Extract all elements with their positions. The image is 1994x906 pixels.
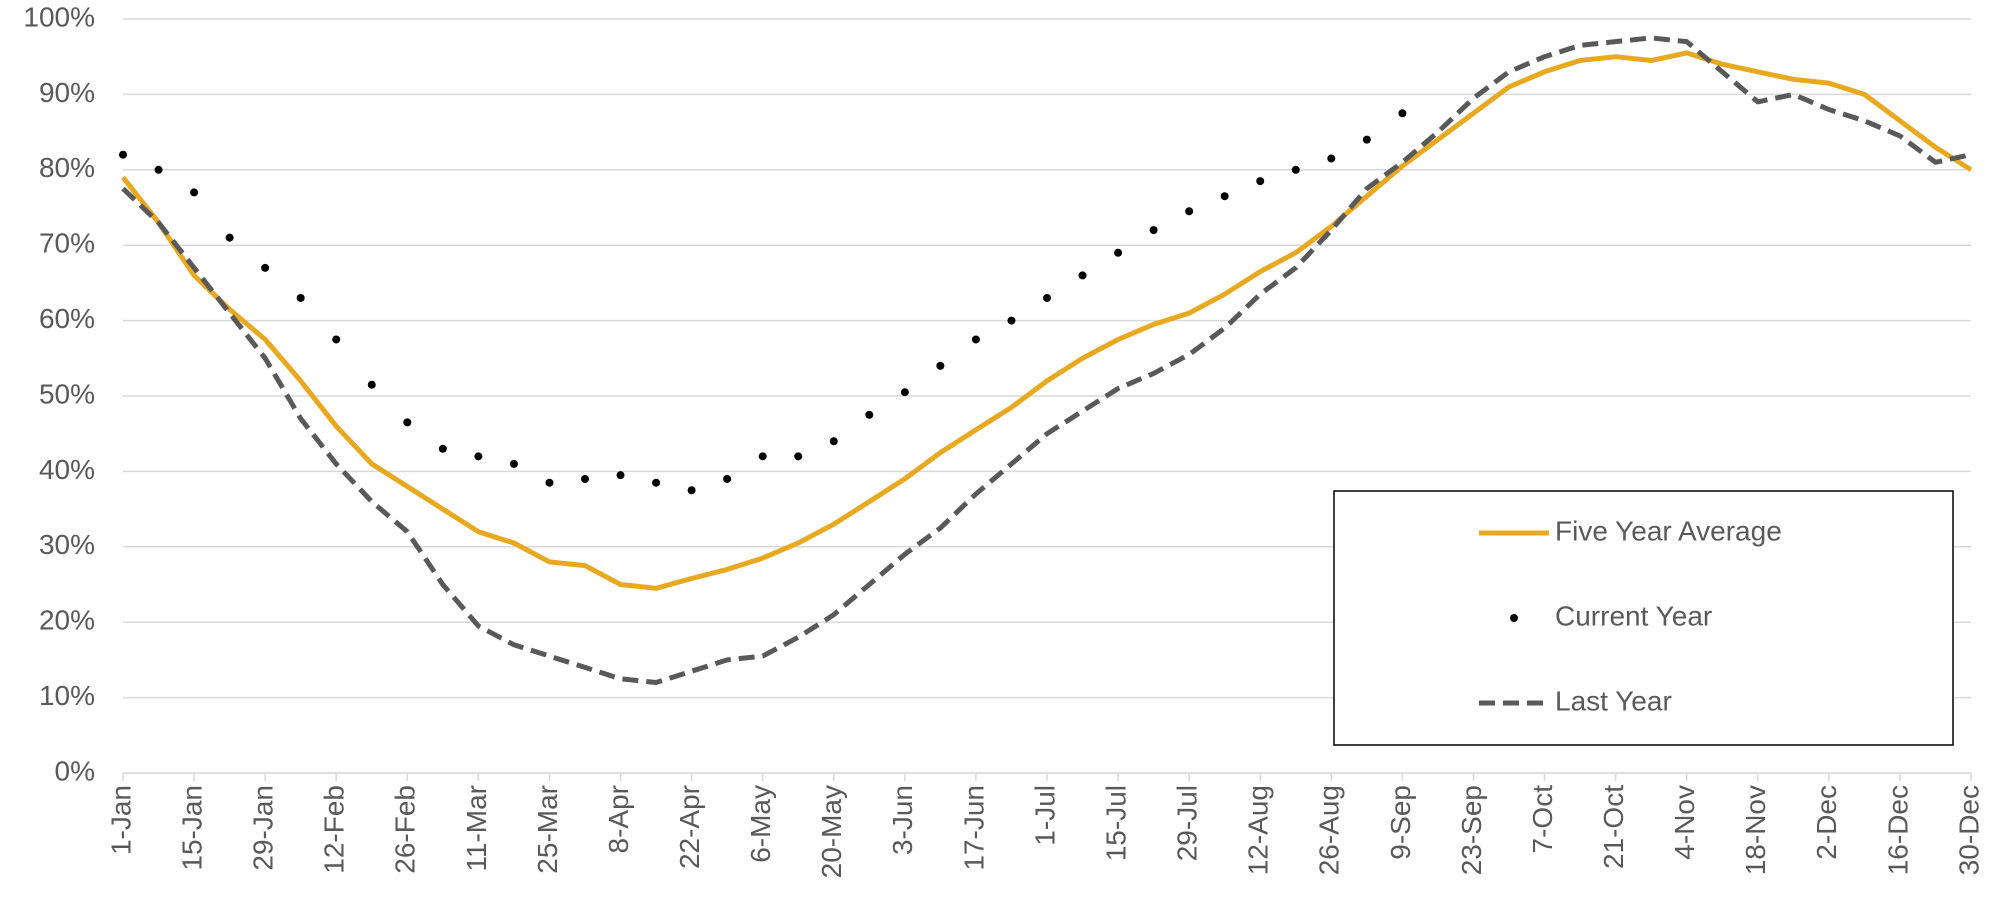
data-point [1185,207,1194,216]
data-point [829,437,838,446]
x-tick-label: 29-Jan [248,785,279,871]
x-tick-label: 23-Sep [1456,785,1487,875]
y-tick-label: 40% [39,454,95,485]
legend-marker [1510,614,1518,622]
x-tick-label: 15-Jan [176,785,207,871]
data-point [794,452,803,461]
x-tick-label: 8-Apr [603,785,634,853]
data-point [652,478,661,487]
x-tick-label: 11-Mar [461,785,492,872]
data-point [1398,109,1407,118]
x-tick-label: 3-Jun [887,785,918,855]
x-tick-label: 9-Sep [1385,785,1416,860]
data-point [1362,135,1371,144]
data-point [900,388,909,397]
data-point [1256,177,1265,186]
data-point [474,452,483,461]
x-tick-label: 18-Nov [1740,785,1771,875]
x-tick-label: 12-Aug [1243,785,1274,875]
data-point [438,444,447,453]
series-line [121,35,1972,685]
data-point [1007,316,1016,325]
data-point [1043,293,1051,302]
y-tick-label: 0% [55,755,95,786]
x-tick-label: 15-Jul [1100,785,1131,861]
y-tick-label: 50% [39,378,95,409]
y-tick-label: 10% [39,680,95,711]
x-tick-label: 25-Mar [532,785,563,874]
series-line [121,50,1973,591]
x-tick-label: 16-Dec [1882,785,1913,875]
x-tick-label: 12-Feb [319,785,350,874]
y-tick-label: 100% [23,1,95,32]
x-tick-label: 20-May [816,785,847,878]
x-tick-label: 6-May [745,785,776,863]
data-point [865,410,874,419]
data-point [758,452,767,461]
data-point [154,165,163,174]
x-tick-label: 2-Dec [1811,785,1842,860]
x-tick-label: 26-Aug [1314,785,1345,875]
legend-box [1333,490,1954,746]
data-point [367,380,376,389]
data-point [1291,165,1300,174]
y-tick-label: 30% [39,529,95,560]
data-point [119,150,127,159]
x-tick-label: 29-Jul [1172,785,1203,861]
x-tick-label: 26-Feb [390,785,421,874]
data-point [509,459,518,468]
data-point [971,335,980,344]
data-point [1078,271,1087,280]
data-point [1149,226,1158,235]
data-point [687,486,696,495]
x-tick-label: 17-Jun [958,785,989,871]
data-point [1220,192,1229,201]
legend-label: Current Year [1555,600,1712,631]
data-point [261,263,270,272]
data-point [403,418,412,427]
legend-label: Last Year [1555,685,1672,716]
data-point [936,361,945,370]
y-tick-label: 70% [39,228,95,259]
y-tick-label: 60% [39,303,95,334]
x-tick-label: 21-Oct [1598,785,1629,869]
legend-label: Five Year Average [1555,515,1782,546]
x-tick-label: 22-Apr [674,785,705,869]
y-tick-label: 20% [39,605,95,636]
data-point [581,474,589,483]
data-point [616,471,625,480]
x-tick-label: 4-Nov [1669,785,1700,860]
data-point [1327,154,1336,163]
y-tick-label: 90% [39,77,95,108]
y-tick-label: 80% [39,152,95,183]
x-tick-label: 30-Dec [1953,785,1984,875]
data-point [296,293,305,302]
data-point [723,474,732,483]
x-tick-label: 7-Oct [1527,785,1558,854]
x-tick-label: 1-Jul [1029,785,1060,846]
x-tick-label: 1-Jan [105,785,136,855]
data-point [545,478,554,487]
data-point [225,233,234,242]
data-point [1114,248,1123,257]
data-point [332,335,341,344]
data-point [190,188,199,197]
